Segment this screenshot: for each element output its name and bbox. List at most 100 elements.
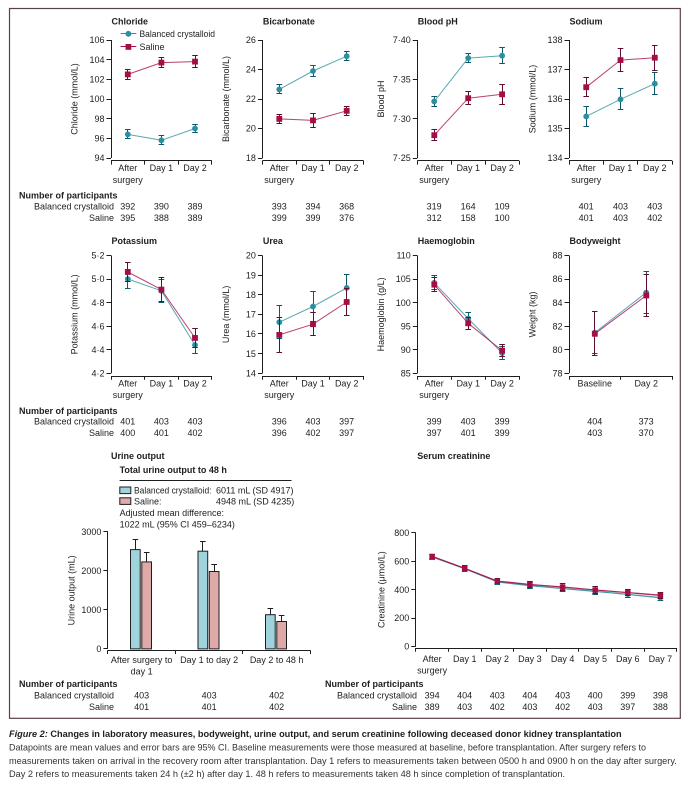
svg-text:Saline: Saline: [89, 213, 114, 223]
svg-text:100: 100: [396, 298, 411, 308]
svg-text:158: 158: [461, 213, 476, 223]
svg-text:401: 401: [202, 702, 217, 712]
svg-text:137: 137: [547, 65, 562, 75]
svg-text:109: 109: [495, 201, 510, 211]
svg-text:393: 393: [272, 201, 287, 211]
svg-text:Day 1: Day 1: [609, 163, 633, 173]
svg-text:88: 88: [552, 251, 562, 261]
svg-text:Serum creatinine: Serum creatinine: [417, 451, 490, 461]
svg-text:80: 80: [552, 345, 562, 355]
svg-text:17: 17: [246, 310, 256, 320]
svg-text:Day 2: Day 2: [183, 379, 207, 389]
svg-text:Urine output: Urine output: [111, 451, 165, 461]
svg-text:397: 397: [339, 428, 354, 438]
svg-text:4·6: 4·6: [91, 321, 104, 331]
svg-text:Day 2: Day 2: [183, 163, 207, 173]
svg-text:Day 5: Day 5: [583, 654, 607, 664]
svg-text:surgery: surgery: [417, 666, 448, 676]
svg-text:Day 6: Day 6: [616, 654, 640, 664]
svg-text:164: 164: [461, 201, 476, 211]
svg-text:398: 398: [653, 691, 668, 701]
svg-text:surgery: surgery: [113, 175, 144, 185]
svg-text:Day 1: Day 1: [456, 379, 480, 389]
svg-text:397: 397: [339, 416, 354, 426]
svg-text:Creatinine (μmol/L): Creatinine (μmol/L): [376, 551, 386, 628]
svg-text:0: 0: [96, 644, 101, 654]
svg-text:Day 2 to 48 h: Day 2 to 48 h: [250, 655, 304, 665]
svg-text:403: 403: [647, 201, 662, 211]
svg-text:392: 392: [120, 201, 135, 211]
svg-text:Saline: Saline: [140, 42, 165, 52]
svg-text:Potassium: Potassium: [112, 236, 158, 246]
svg-text:Potassium (mmol/L): Potassium (mmol/L): [70, 274, 80, 354]
svg-text:401: 401: [579, 201, 594, 211]
svg-text:403: 403: [134, 691, 149, 701]
svg-text:After: After: [423, 654, 442, 664]
svg-text:1000: 1000: [81, 605, 101, 615]
svg-text:Day 1: Day 1: [150, 379, 174, 389]
svg-text:Day 2: Day 2: [490, 163, 514, 173]
svg-text:396: 396: [272, 416, 287, 426]
svg-text:Day 2: Day 2: [643, 163, 667, 173]
svg-text:376: 376: [339, 213, 354, 223]
svg-text:After: After: [118, 163, 137, 173]
svg-text:134: 134: [547, 153, 562, 163]
svg-text:403: 403: [587, 428, 602, 438]
svg-text:After: After: [270, 379, 289, 389]
svg-text:surgery: surgery: [264, 175, 295, 185]
svg-text:After surgery to: After surgery to: [111, 655, 173, 665]
svg-text:402: 402: [305, 428, 320, 438]
svg-text:26: 26: [246, 35, 256, 45]
svg-text:surgery: surgery: [264, 390, 295, 400]
svg-text:600: 600: [394, 556, 409, 566]
svg-text:403: 403: [154, 416, 169, 426]
svg-text:Day 1: Day 1: [150, 163, 174, 173]
svg-text:Saline:: Saline:: [134, 496, 162, 506]
svg-text:surgery: surgery: [571, 175, 602, 185]
svg-text:Haemoglobin (g/L): Haemoglobin (g/L): [376, 277, 386, 351]
svg-text:Number of participants: Number of participants: [19, 406, 118, 416]
svg-text:Figure 2: Changes in laborator: Figure 2: Changes in laboratory measures…: [9, 729, 622, 739]
svg-text:106: 106: [89, 35, 104, 45]
svg-text:96: 96: [94, 134, 104, 144]
svg-text:401: 401: [579, 213, 594, 223]
svg-text:404: 404: [522, 691, 537, 701]
svg-text:0: 0: [404, 642, 409, 652]
svg-text:403: 403: [461, 416, 476, 426]
svg-text:85: 85: [401, 368, 411, 378]
svg-text:Baseline: Baseline: [578, 379, 613, 389]
svg-text:84: 84: [552, 298, 562, 308]
svg-text:402: 402: [269, 702, 284, 712]
svg-text:20: 20: [246, 251, 256, 261]
svg-text:399: 399: [305, 213, 320, 223]
svg-text:Urine output (mL): Urine output (mL): [66, 555, 76, 625]
svg-text:Saline: Saline: [392, 702, 417, 712]
svg-text:404: 404: [587, 416, 602, 426]
svg-text:800: 800: [394, 528, 409, 538]
svg-text:403: 403: [613, 213, 628, 223]
svg-text:5·0: 5·0: [91, 274, 104, 284]
svg-text:Day 1: Day 1: [301, 379, 325, 389]
svg-text:Chloride: Chloride: [112, 17, 149, 27]
svg-text:312: 312: [427, 213, 442, 223]
svg-text:Datapoints are mean values and: Datapoints are mean values and error bar…: [9, 742, 646, 752]
svg-text:Day 3: Day 3: [518, 654, 542, 664]
svg-text:389: 389: [187, 201, 202, 211]
svg-text:After: After: [425, 163, 444, 173]
svg-text:4·8: 4·8: [91, 298, 104, 308]
svg-text:100: 100: [89, 94, 104, 104]
svg-text:102: 102: [89, 75, 104, 85]
svg-text:399: 399: [495, 416, 510, 426]
svg-text:200: 200: [394, 613, 409, 623]
svg-text:24: 24: [246, 65, 256, 75]
svg-text:14: 14: [246, 368, 256, 378]
svg-text:388: 388: [154, 213, 169, 223]
svg-text:388: 388: [653, 702, 668, 712]
svg-text:110: 110: [396, 251, 410, 261]
svg-text:Number of participants: Number of participants: [325, 679, 424, 689]
svg-text:98: 98: [94, 114, 104, 124]
svg-text:16: 16: [246, 329, 256, 339]
svg-text:396: 396: [272, 428, 287, 438]
svg-text:94: 94: [94, 153, 104, 163]
svg-text:Day 2: Day 2: [335, 163, 359, 173]
